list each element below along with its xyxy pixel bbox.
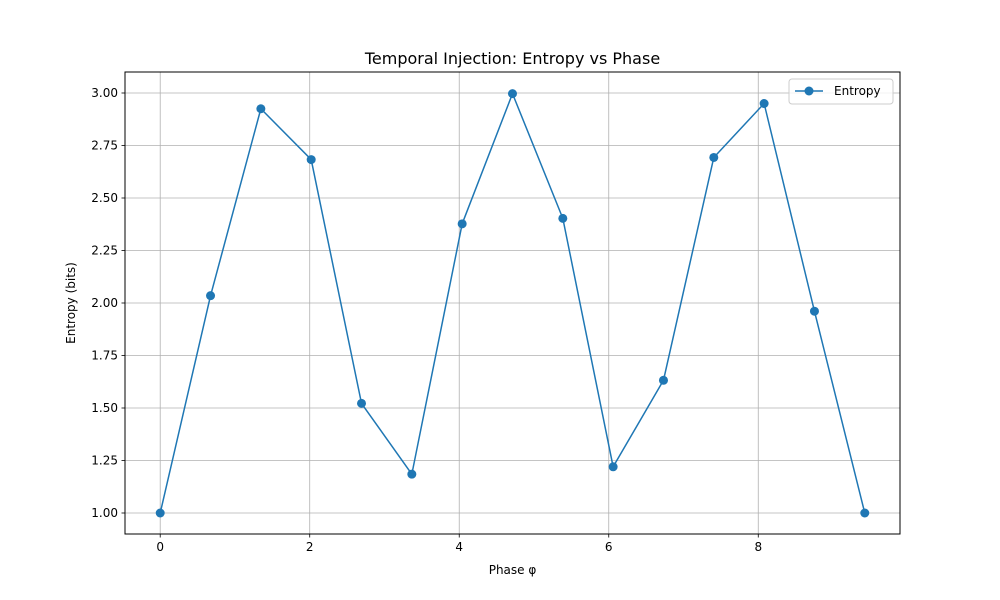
y-tick-label: 3.00 [91, 86, 118, 100]
series-layer [155, 89, 870, 518]
legend-label: Entropy [834, 84, 881, 98]
x-tick-label: 8 [754, 540, 762, 554]
x-tick-label: 4 [455, 540, 463, 554]
data-point [457, 219, 467, 229]
y-tick-label: 1.50 [91, 401, 118, 415]
x-axis-title: Phase φ [489, 563, 537, 577]
grid-lines [125, 72, 900, 534]
data-point [709, 152, 719, 162]
y-tick-label: 2.50 [91, 191, 118, 205]
data-point [407, 469, 417, 479]
y-tick-label: 1.75 [91, 349, 118, 363]
data-point [809, 306, 819, 316]
data-point [558, 213, 568, 223]
data-point [759, 99, 769, 108]
axis-ticks: 0 2 4 6 8 1.00 1.25 1.50 1.75 2.00 2.25 2.50 2.75 3.0… [91, 86, 762, 554]
y-tick-label: 1.00 [91, 506, 118, 520]
y-tick-label: 2.75 [91, 139, 118, 153]
x-tick-label: 6 [605, 540, 613, 554]
data-point [206, 291, 216, 301]
legend-marker [804, 86, 814, 96]
legend: Entropy [788, 78, 894, 105]
data-point [306, 155, 316, 165]
legend-box [788, 78, 894, 105]
data-point [357, 398, 367, 408]
chart-title: Temporal Injection: Entropy vs Phase [364, 49, 660, 68]
data-point [507, 89, 517, 99]
data-point [860, 508, 870, 518]
y-tick-label: 2.25 [91, 244, 118, 258]
y-axis-title: Entropy (bits) [64, 262, 78, 344]
data-point [155, 508, 165, 518]
data-point [658, 375, 668, 385]
y-tick-label: 1.25 [91, 454, 118, 468]
y-tick-label: 2.00 [91, 296, 118, 310]
data-point [608, 462, 618, 472]
data-point [256, 104, 266, 114]
x-tick-label: 2 [306, 540, 314, 554]
x-tick-label: 0 [156, 540, 164, 554]
